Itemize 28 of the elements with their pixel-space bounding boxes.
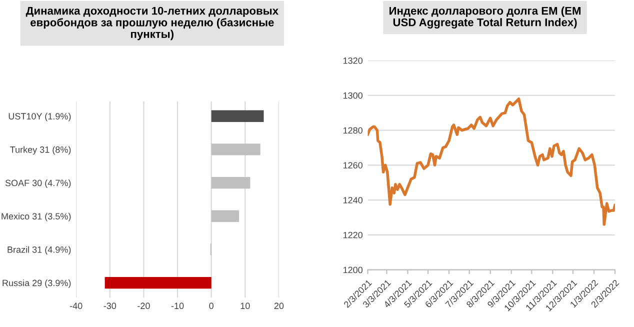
x-tick-label: 10 xyxy=(240,302,250,310)
chart-title: Динамика доходности 10-летних долларовых евробондов за прошлую неделю (базисные пункты) xyxy=(26,6,278,40)
x-tick-label: -40 xyxy=(70,302,82,310)
y-tick-label: SOAF 30 (4.7%) xyxy=(5,180,71,188)
y-tick-label: Mexico 31 (3.5%) xyxy=(2,212,71,222)
y-tick-label: 1260 xyxy=(343,162,363,168)
y-tick-label: 1220 xyxy=(343,232,363,238)
x-tick-label: -20 xyxy=(138,302,150,310)
x-tick-label: -10 xyxy=(171,302,184,310)
line-series xyxy=(368,97,615,226)
y-tick-label: 1240 xyxy=(343,196,363,204)
bar xyxy=(104,276,212,289)
y-tick-label: 1200 xyxy=(343,266,363,274)
bar xyxy=(211,176,250,189)
y-tick-label: Turkey 31 (8%) xyxy=(10,146,71,155)
y-tick-label: Brazil 31 (4.9%) xyxy=(8,246,71,255)
y-tick-label: 1320 xyxy=(343,57,363,64)
chart-title: Индекс долларового долга EM (EM USD Aggregate Total Return Index) xyxy=(390,6,581,29)
bar xyxy=(211,144,260,156)
bar xyxy=(211,110,264,122)
x-tick-label: 20 xyxy=(274,302,284,310)
x-tick-label: 0 xyxy=(209,302,214,310)
bar xyxy=(211,210,240,222)
y-tick-label: Russia 29 (3.9%) xyxy=(2,280,71,288)
x-tick-label: -30 xyxy=(104,302,116,310)
y-tick-label: 1280 xyxy=(343,127,363,134)
y-tick-label: UST10Y (1.9%) xyxy=(8,112,71,122)
y-tick-label: 1300 xyxy=(343,92,363,99)
